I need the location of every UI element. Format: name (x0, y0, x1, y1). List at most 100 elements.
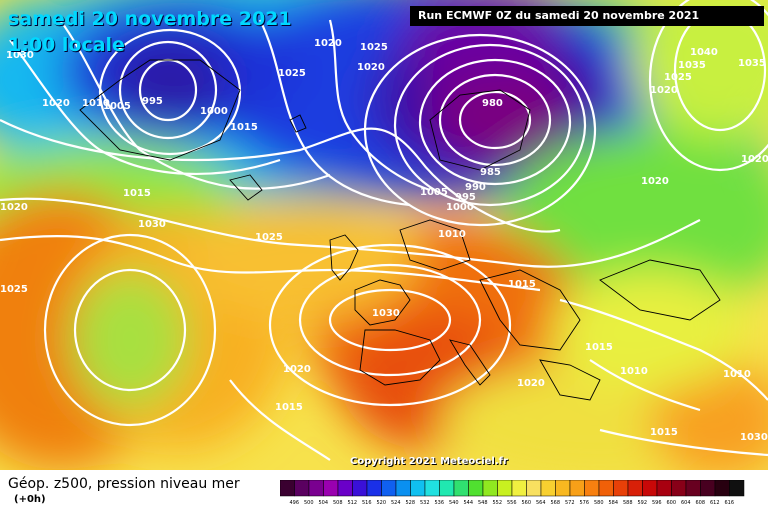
scale-label: 616 (725, 500, 735, 506)
scale-swatch (656, 480, 672, 497)
low-pressure-contour (418, 58, 572, 186)
legend-title: Géop. z500, pression niveau mer (8, 476, 240, 492)
scale-label: 540 (449, 500, 459, 506)
isobar-line (0, 197, 701, 268)
scale-label: 548 (478, 500, 488, 506)
scale-swatch (511, 480, 527, 497)
scale-swatch (381, 480, 397, 497)
scale-label: 504 (319, 500, 329, 506)
isobar-line (259, 19, 411, 207)
scale-swatch (482, 480, 498, 497)
scale-swatch (352, 480, 368, 497)
scale-swatch (700, 480, 716, 497)
scale-swatch (439, 480, 455, 497)
scale-label: 604 (681, 500, 691, 506)
scale-swatch (642, 480, 658, 497)
pressure-label: 1025 (0, 284, 28, 295)
scale-label: 544 (464, 500, 474, 506)
pressure-label: 1020 (357, 62, 385, 73)
pressure-label: 995 (142, 96, 163, 107)
pressure-label: 1025 (664, 72, 692, 83)
pressure-label: 1010 (82, 98, 110, 109)
copyright: Copyright 2021 Meteociel.fr (350, 456, 508, 467)
low-pressure-contour (118, 40, 218, 140)
scale-swatch (540, 480, 556, 497)
scale-swatch (584, 480, 600, 497)
forecast-time: 1:00 locale (8, 34, 125, 56)
pressure-label: 1020 (0, 202, 28, 213)
pressure-label: 1035 (678, 60, 706, 71)
scale-label: 568 (551, 500, 561, 506)
scale-swatch (613, 480, 629, 497)
scale-swatch (671, 480, 687, 497)
scale-label: 580 (594, 500, 604, 506)
scale-label: 556 (507, 500, 517, 506)
scale-label: 508 (333, 500, 343, 506)
pressure-label: 1000 (446, 202, 474, 213)
isobar-line (328, 19, 431, 192)
isobar-line (9, 39, 281, 176)
scale-label: 524 (391, 500, 401, 506)
legend-subtitle: (+0h) (14, 494, 46, 505)
pressure-label: 1040 (690, 47, 718, 58)
scale-label: 564 (536, 500, 546, 506)
scale-swatch (410, 480, 426, 497)
scale-swatch (627, 480, 643, 497)
scale-swatch (555, 480, 571, 497)
high-pressure-contour (648, 0, 768, 172)
scale-swatch (280, 480, 295, 497)
scale-label: 584 (609, 500, 619, 506)
low-pressure-contour (458, 90, 532, 150)
scale-swatch (598, 480, 614, 497)
pressure-label: 1015 (585, 342, 613, 353)
scale-swatch (337, 480, 353, 497)
pressure-label: 1020 (314, 38, 342, 49)
low-pressure-contour (393, 43, 587, 207)
pressure-label: 980 (482, 98, 503, 109)
pressure-label: 1005 (420, 187, 448, 198)
run-info: Run ECMWF 0Z du samedi 20 novembre 2021 (410, 6, 764, 26)
pressure-label: 990 (465, 182, 486, 193)
pressure-label: 1025 (278, 68, 306, 79)
pressure-label: 1015 (650, 427, 678, 438)
pressure-label: 1015 (123, 188, 151, 199)
pressure-label: 1020 (650, 85, 678, 96)
high-pressure-contour (298, 263, 482, 377)
scale-label: 588 (623, 500, 633, 506)
scale-label: 552 (493, 500, 503, 506)
scale-swatch (395, 480, 411, 497)
scale-label: 536 (435, 500, 445, 506)
pressure-label: 1020 (517, 378, 545, 389)
pressure-label: 1005 (103, 101, 131, 112)
pressure-label: 1030 (740, 432, 768, 443)
coastlines (79, 59, 721, 401)
pressure-label: 1010 (438, 229, 466, 240)
scale-label: 560 (522, 500, 532, 506)
high-pressure-contour (43, 233, 217, 427)
pressure-label: 995 (455, 192, 476, 203)
scale-swatch (569, 480, 585, 497)
scale-swatch (714, 480, 730, 497)
scale-label: 608 (696, 500, 706, 506)
pressure-label: 1020 (741, 154, 768, 165)
legend-footer: Géop. z500, pression niveau mer (+0h) 49… (0, 470, 768, 512)
low-pressure-contour (98, 28, 242, 156)
scale-label: 520 (377, 500, 387, 506)
scale-label: 572 (565, 500, 575, 506)
geopotential-field (0, 0, 768, 470)
scale-swatch (323, 480, 339, 497)
pressure-label: 1015 (508, 279, 536, 290)
scale-swatch (468, 480, 484, 497)
isobar-line (229, 379, 331, 461)
low-pressure-contour (438, 73, 552, 167)
scale-label: 512 (348, 500, 358, 506)
scale-label: 528 (406, 500, 416, 506)
high-pressure-contour (268, 243, 512, 407)
pressure-label: 1015 (275, 402, 303, 413)
isobar-line (59, 19, 331, 190)
forecast-date: samedi 20 novembre 2021 (8, 8, 292, 30)
isobars (0, 0, 768, 461)
pressure-label: 1025 (360, 42, 388, 53)
scale-swatch (729, 480, 745, 497)
scale-label: 500 (304, 500, 314, 506)
